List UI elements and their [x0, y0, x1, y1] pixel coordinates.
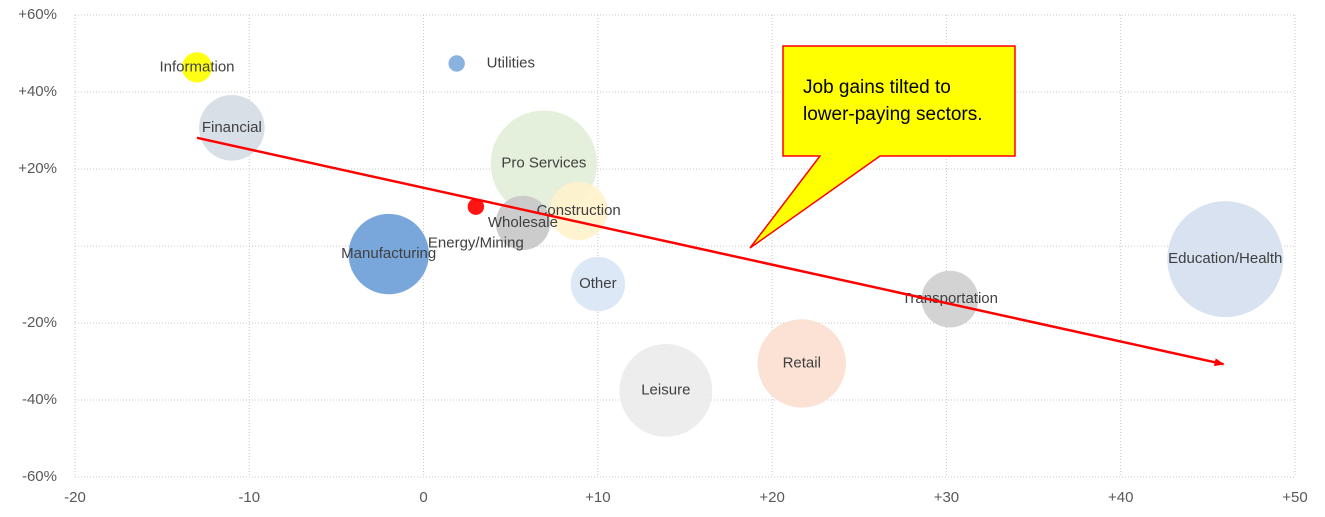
bubble-label: Retail [783, 354, 821, 371]
bubble-label: Leisure [641, 381, 690, 398]
callout: Job gains tilted to lower-paying sectors… [749, 45, 1016, 249]
bubble [570, 256, 626, 312]
trend [196, 136, 1225, 367]
bubble-label: Transportation [902, 290, 998, 307]
bubble [921, 270, 979, 328]
bubble [181, 52, 213, 83]
x-tick-label: +30 [934, 489, 959, 506]
bubble-label: Education/Health [1168, 250, 1282, 267]
bubble-label: Wholesale [488, 214, 558, 231]
callout-line: Job gains tilted to [803, 77, 951, 98]
x-tick-label: -10 [238, 489, 260, 506]
bubble-label: Manufacturing [341, 245, 436, 262]
y-tick-label: -20% [22, 314, 57, 331]
y-tick-label: +60% [18, 6, 57, 23]
y-tick-label: +40% [18, 83, 57, 100]
labels: Education/Health Pro Services Leisure Retai… [159, 54, 1282, 398]
x-tick-label: +50 [1282, 489, 1307, 506]
callout-line: lower-paying sectors. [803, 104, 983, 125]
bubble [199, 94, 265, 161]
bubble [757, 319, 846, 408]
bubble-label: Construction [537, 202, 621, 219]
trend-arrow [196, 136, 1225, 367]
x-tick-label: 0 [419, 489, 427, 506]
y-tick-label: -40% [22, 391, 57, 408]
x-tick-label: +40 [1108, 489, 1133, 506]
bubble [619, 343, 713, 437]
x-tick-label: +20 [759, 489, 784, 506]
bubbles [181, 52, 1284, 437]
x-tick-label: +10 [585, 489, 610, 506]
bubble [467, 198, 485, 215]
bubble [495, 195, 551, 251]
bubble-label: Information [159, 58, 234, 75]
y-tick-label: +20% [18, 160, 57, 177]
x-tick-label: -20 [64, 489, 86, 506]
bubble [448, 55, 465, 72]
bubble [1167, 201, 1284, 318]
grid: -20 -10 0 +10 +20 +30 +40 +50 -60% -40% -20% +20% +4… [18, 6, 1308, 506]
bubble [348, 213, 429, 295]
bubble-label: Pro Services [501, 155, 586, 172]
callout-box [749, 45, 1016, 249]
bubble-label: Other [579, 275, 617, 292]
y-tick-label: -60% [22, 468, 57, 485]
bubble-label: Energy/Mining [428, 235, 524, 252]
bubble-label: Financial [202, 119, 262, 136]
bubble-label: Utilities [487, 54, 535, 71]
